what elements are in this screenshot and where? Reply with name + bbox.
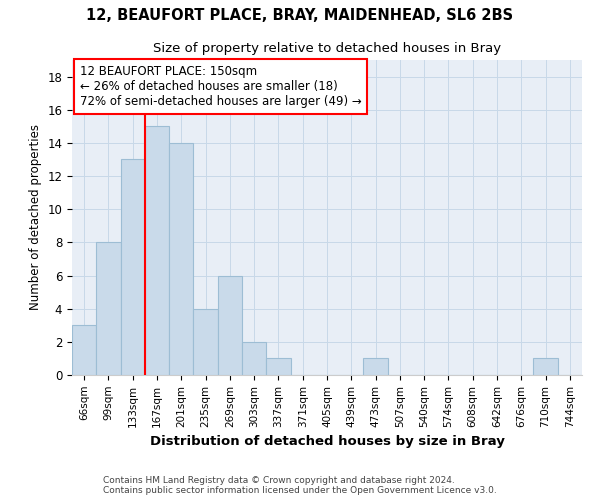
Bar	[266, 358, 290, 375]
Text: 12 BEAUFORT PLACE: 150sqm
← 26% of detached houses are smaller (18)
72% of semi-: 12 BEAUFORT PLACE: 150sqm ← 26% of detac…	[80, 64, 361, 108]
Bar	[72, 326, 96, 375]
Y-axis label: Number of detached properties: Number of detached properties	[29, 124, 42, 310]
Bar	[145, 126, 169, 375]
Bar	[96, 242, 121, 375]
Bar	[364, 358, 388, 375]
Bar	[169, 143, 193, 375]
X-axis label: Distribution of detached houses by size in Bray: Distribution of detached houses by size …	[149, 435, 505, 448]
Bar	[533, 358, 558, 375]
Text: 12, BEAUFORT PLACE, BRAY, MAIDENHEAD, SL6 2BS: 12, BEAUFORT PLACE, BRAY, MAIDENHEAD, SL…	[86, 8, 514, 22]
Bar	[121, 160, 145, 375]
Bar	[218, 276, 242, 375]
Title: Size of property relative to detached houses in Bray: Size of property relative to detached ho…	[153, 42, 501, 54]
Text: Contains HM Land Registry data © Crown copyright and database right 2024.
Contai: Contains HM Land Registry data © Crown c…	[103, 476, 497, 495]
Bar	[242, 342, 266, 375]
Bar	[193, 308, 218, 375]
